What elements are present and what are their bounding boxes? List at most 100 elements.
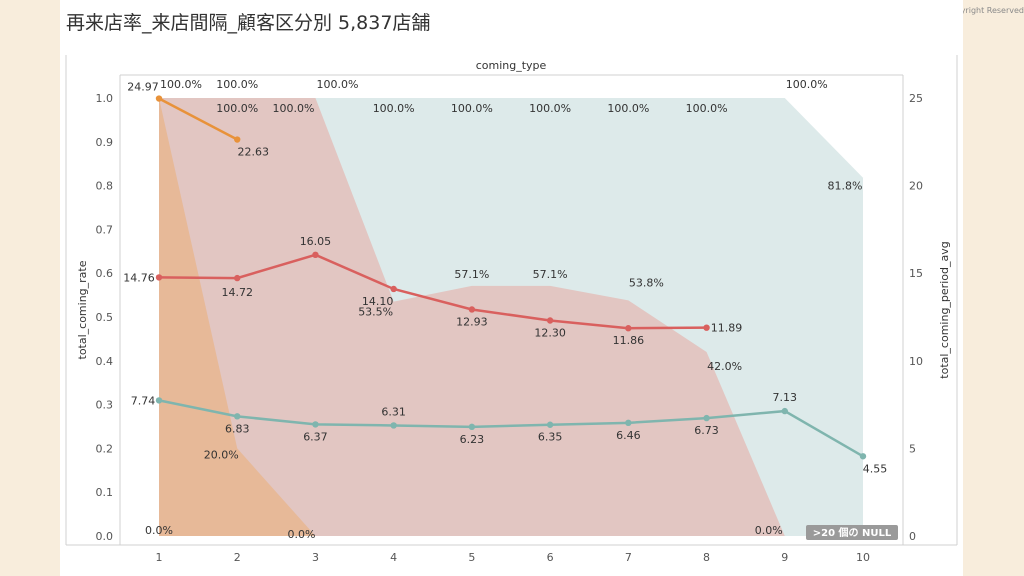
series-value-label: 6.83 (225, 422, 250, 435)
series-point (703, 414, 710, 422)
axes-layer: coming_type total_coming_rate total_comi… (65, 55, 958, 546)
tick-layer: 0.00.10.20.30.40.50.60.70.80.91.00510152… (96, 92, 924, 564)
x-tick-label: 4 (390, 551, 397, 564)
x-tick-label: 7 (625, 551, 632, 564)
area-pct-label: 57.1% (533, 268, 568, 281)
series-point (859, 453, 867, 460)
x-tick-label: 6 (547, 551, 554, 564)
x-tick-label: 9 (781, 551, 788, 564)
series-layer (155, 95, 867, 460)
y-tick-label: 0.6 (96, 267, 114, 280)
series-point (390, 422, 397, 429)
series-point (546, 317, 554, 324)
null-badge-label[interactable]: >20 個の NULL (813, 526, 892, 539)
y-tick-label: 0.0 (96, 530, 114, 543)
series-value-label: 11.89 (711, 322, 743, 335)
series-value-label: 6.35 (538, 431, 563, 444)
y-tick-label: 0.5 (96, 311, 114, 324)
series-point (312, 421, 319, 428)
series-value-label: 14.72 (221, 286, 253, 299)
area-pct-label: 100.0% (607, 102, 649, 115)
series-point (155, 95, 163, 102)
y-tick-label: 0.4 (96, 355, 114, 368)
series-value-label: 6.31 (381, 405, 406, 418)
area-pct-label: 0.0% (145, 524, 173, 537)
area-pct-label: 53.8% (629, 276, 664, 289)
y2-tick-label: 10 (909, 355, 923, 368)
y2-tick-label: 0 (909, 530, 916, 543)
series-point (390, 285, 397, 293)
series-point (625, 419, 632, 427)
y-tick-label: 1.0 (96, 92, 114, 105)
y-tick-label: 0.3 (96, 399, 114, 412)
series-value-label: 14.76 (123, 271, 155, 284)
series-value-label: 7.13 (773, 391, 798, 404)
series-value-label: 12.93 (456, 315, 488, 328)
area-pct-label: 0.0% (287, 528, 315, 541)
series-point (546, 421, 554, 428)
y-tick-label: 0.7 (96, 223, 114, 236)
series-value-label: 6.23 (460, 433, 485, 446)
x-tick-label: 10 (856, 551, 870, 564)
series-value-label: 4.55 (863, 462, 888, 475)
series-point (155, 397, 163, 404)
area-pct-label: 100.0% (786, 78, 828, 91)
series-value-label: 6.73 (694, 424, 719, 437)
x-tick-label: 3 (312, 551, 319, 564)
copyright-notice: All Copyright Reserved (963, 6, 1024, 18)
y-tick-label: 0.2 (96, 442, 114, 455)
series-value-label: 12.30 (534, 327, 566, 340)
area-pct-label: 100.0% (529, 102, 571, 115)
series-point (234, 136, 241, 143)
series-point (155, 274, 163, 281)
series-value-label: 22.63 (237, 146, 269, 159)
y2-tick-label: 20 (909, 180, 923, 193)
series-point (312, 251, 319, 259)
series-value-label: 14.10 (362, 295, 394, 308)
y-tick-label: 0.1 (96, 486, 114, 499)
series-point (234, 413, 241, 420)
series-point (781, 407, 788, 415)
y2-tick-label: 5 (909, 442, 916, 455)
y2-axis-title: total_coming_period_avg (938, 241, 951, 378)
null-badge[interactable]: >20 個の NULL (806, 525, 898, 540)
area-pct-label: 57.1% (454, 268, 489, 281)
area-pct-label: 20.0% (204, 448, 239, 461)
area-layer (159, 98, 863, 536)
data-label-layer: 100.0% 100.0%81.8%100.0% 100.0% 100.0% 100.0… (123, 78, 887, 541)
y-axis-title: total_coming_rate (76, 260, 89, 359)
page-title: 再来店率_来店間隔_顧客区分別 5,837店舗 (66, 12, 431, 34)
area-pct-label: 53.5% (358, 306, 393, 319)
area-pct-label: 100.0% (216, 102, 258, 115)
area-pct-label: 42.0% (707, 360, 742, 373)
area-pct-label: 100.0% (160, 78, 202, 91)
series-point (468, 423, 476, 431)
x-tick-label: 5 (468, 551, 475, 564)
area-pct-label: 0.0% (755, 524, 783, 537)
y2-tick-label: 25 (909, 92, 923, 105)
y-tick-label: 0.9 (96, 136, 114, 149)
area-pct-label: 100.0% (373, 102, 415, 115)
area-pct-label: 100.0% (316, 78, 358, 91)
series-value-label: 24.97 (127, 81, 159, 94)
area-pct-label: 100.0% (686, 102, 728, 115)
series-value-label: 11.86 (613, 334, 645, 347)
series-value-label: 7.74 (131, 394, 156, 407)
series-point (625, 325, 632, 332)
area-pct-label: 100.0% (272, 102, 314, 115)
series-line-orange (158, 97, 238, 141)
area-pct-label: 100.0% (451, 102, 493, 115)
y2-tick-label: 15 (909, 267, 923, 280)
area-pct-label: 81.8% (828, 180, 863, 193)
x-tick-label: 1 (156, 551, 163, 564)
chart-header-title: coming_type (476, 59, 547, 72)
y-tick-label: 0.8 (96, 180, 114, 193)
copyright-text: All Copyright Reserved (963, 6, 1024, 15)
series-line-teal (158, 399, 864, 458)
series-point (703, 324, 710, 331)
series-value-label: 16.05 (300, 235, 332, 248)
area-pct-label: 100.0% (216, 78, 258, 91)
null-badge-box[interactable] (806, 525, 898, 540)
